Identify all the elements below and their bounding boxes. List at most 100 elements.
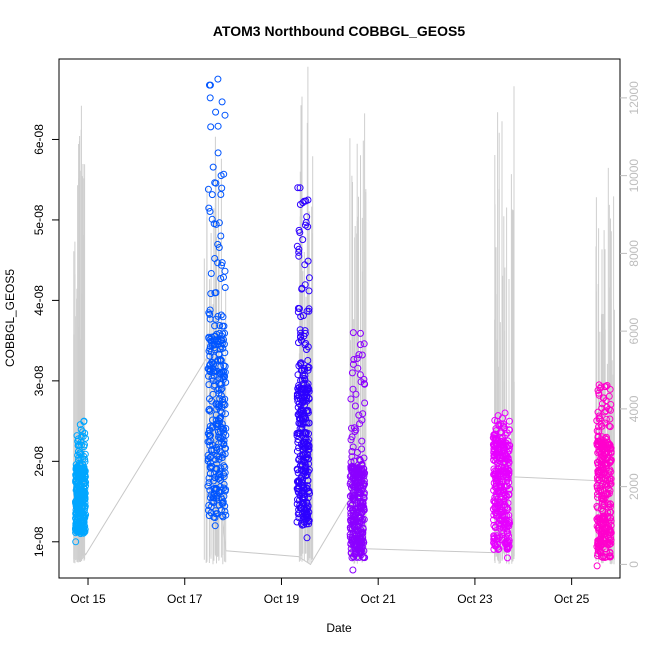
data-point	[207, 290, 215, 298]
y2-tick-label: 0	[627, 561, 641, 568]
data-point	[596, 471, 604, 479]
data-point	[594, 459, 602, 467]
data-point	[79, 428, 87, 436]
data-point	[304, 502, 312, 510]
data-point	[594, 504, 602, 512]
data-point	[212, 420, 220, 428]
data-point	[221, 267, 229, 275]
data-point	[605, 449, 613, 457]
data-point	[347, 516, 355, 524]
data-point	[603, 382, 611, 389]
data-point	[491, 416, 499, 424]
data-point	[296, 184, 304, 192]
data-point	[300, 379, 308, 387]
data-point	[305, 305, 313, 313]
data-point	[355, 351, 363, 359]
data-point	[72, 513, 80, 521]
data-point	[217, 232, 225, 240]
data-point	[218, 438, 226, 446]
data-point	[209, 377, 217, 385]
data-point	[493, 441, 501, 449]
data-point	[217, 414, 225, 421]
data-point	[214, 75, 222, 83]
data-point	[210, 220, 218, 228]
data-point	[208, 342, 216, 349]
data-point	[596, 457, 604, 465]
data-point	[297, 366, 305, 374]
data-point	[217, 191, 225, 198]
data-point	[217, 311, 225, 319]
data-point	[350, 523, 358, 531]
data-point	[295, 387, 303, 395]
data-point	[358, 351, 366, 359]
data-point	[219, 322, 226, 330]
data-point	[222, 410, 229, 418]
data-point	[347, 545, 355, 553]
y2-tick-label: 2000	[627, 473, 641, 500]
data-point	[495, 545, 503, 553]
data-point	[503, 544, 511, 552]
data-point	[505, 538, 513, 546]
data-point	[302, 462, 310, 470]
data-point	[218, 259, 226, 267]
data-point	[209, 361, 217, 369]
data-point	[353, 464, 360, 472]
data-point	[293, 429, 301, 437]
data-point	[602, 397, 610, 405]
data-point	[305, 443, 313, 451]
data-point	[505, 445, 513, 453]
y-axis-left: 1e-08 2e-08 3e-08 4e-08 5e-08 6e-08	[32, 124, 59, 557]
data-point	[346, 480, 354, 488]
data-point	[297, 415, 304, 423]
data-point	[593, 562, 601, 570]
data-point	[602, 415, 610, 423]
data-point	[606, 526, 614, 533]
data-point	[494, 459, 501, 467]
data-point	[303, 346, 310, 353]
data-point	[607, 457, 615, 465]
data-point	[348, 433, 356, 441]
data-point	[296, 326, 304, 334]
data-point	[211, 322, 219, 330]
data-point	[218, 409, 226, 417]
data-point	[213, 485, 221, 493]
data-point	[607, 401, 615, 408]
data-point	[80, 484, 88, 492]
data-point	[596, 547, 604, 554]
data-point	[359, 499, 367, 507]
data-point	[219, 313, 227, 321]
y2-tick-label: 10000	[627, 159, 641, 193]
data-point	[492, 430, 500, 438]
data-point	[354, 504, 362, 512]
data-point	[81, 450, 89, 458]
y-tick-label: 2e-08	[32, 446, 46, 477]
data-point	[294, 510, 302, 518]
data-point	[217, 172, 225, 180]
data-point	[210, 470, 218, 478]
data-point	[359, 525, 367, 533]
data-point	[295, 477, 303, 485]
data-point	[212, 289, 220, 297]
data-point	[216, 322, 224, 329]
data-point	[73, 432, 81, 440]
data-point	[297, 313, 305, 321]
data-point	[599, 466, 607, 474]
y2-tick-label: 6000	[627, 317, 641, 344]
data-point	[505, 458, 513, 466]
x-tick-label: Oct 21	[361, 592, 397, 606]
data-point	[74, 441, 82, 449]
data-point	[220, 473, 228, 481]
data-point	[361, 480, 368, 488]
data-point	[215, 431, 223, 439]
data-point	[297, 481, 305, 489]
data-point	[211, 514, 219, 522]
data-point	[205, 406, 213, 414]
data-point	[355, 530, 363, 538]
data-point	[356, 371, 364, 379]
data-point	[300, 450, 307, 458]
data-point	[490, 545, 498, 553]
y-axis-right: 0 2000 4000 6000 8000 10000 12000	[620, 81, 641, 568]
data-point	[295, 489, 302, 497]
data-point	[595, 415, 603, 423]
